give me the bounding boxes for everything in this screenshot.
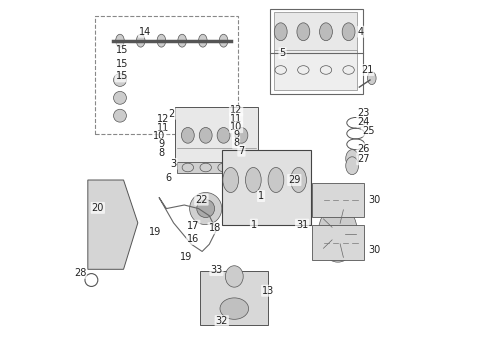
Text: 15: 15 bbox=[116, 59, 128, 69]
FancyBboxPatch shape bbox=[312, 225, 364, 260]
Text: 3: 3 bbox=[171, 159, 176, 169]
Text: 19: 19 bbox=[149, 227, 161, 237]
Ellipse shape bbox=[297, 23, 310, 41]
Text: 25: 25 bbox=[362, 126, 374, 136]
Text: 30: 30 bbox=[368, 245, 380, 255]
Text: 29: 29 bbox=[288, 175, 300, 185]
FancyBboxPatch shape bbox=[312, 183, 364, 217]
Ellipse shape bbox=[116, 34, 124, 47]
Text: 30: 30 bbox=[368, 195, 380, 204]
Text: 32: 32 bbox=[216, 316, 228, 326]
Text: 26: 26 bbox=[357, 144, 370, 154]
Text: 33: 33 bbox=[210, 265, 222, 275]
Text: 12: 12 bbox=[157, 114, 169, 124]
Ellipse shape bbox=[197, 200, 215, 217]
Ellipse shape bbox=[268, 167, 284, 193]
Text: 10: 10 bbox=[230, 122, 242, 132]
Ellipse shape bbox=[291, 167, 306, 193]
Text: 20: 20 bbox=[92, 203, 104, 213]
Text: 17: 17 bbox=[187, 221, 199, 231]
Ellipse shape bbox=[318, 205, 358, 262]
Text: 18: 18 bbox=[209, 223, 221, 233]
Text: 9: 9 bbox=[233, 130, 239, 140]
Text: 24: 24 bbox=[357, 117, 370, 127]
Ellipse shape bbox=[346, 157, 359, 175]
Text: 13: 13 bbox=[262, 286, 274, 296]
Text: 10: 10 bbox=[153, 131, 166, 141]
Text: 27: 27 bbox=[357, 154, 370, 164]
Text: 1: 1 bbox=[258, 191, 264, 201]
Text: 31: 31 bbox=[296, 220, 308, 230]
Text: 4: 4 bbox=[358, 27, 364, 37]
Ellipse shape bbox=[157, 34, 166, 47]
Text: 23: 23 bbox=[357, 108, 370, 118]
FancyBboxPatch shape bbox=[200, 271, 268, 325]
Ellipse shape bbox=[136, 34, 145, 47]
Text: 15: 15 bbox=[116, 71, 128, 81]
Ellipse shape bbox=[346, 150, 359, 167]
Ellipse shape bbox=[114, 73, 126, 86]
Ellipse shape bbox=[220, 298, 248, 319]
Text: 16: 16 bbox=[187, 234, 199, 244]
Text: 19: 19 bbox=[180, 252, 192, 262]
Ellipse shape bbox=[198, 34, 207, 47]
Text: 7: 7 bbox=[238, 146, 245, 156]
Ellipse shape bbox=[181, 127, 194, 143]
Ellipse shape bbox=[114, 109, 126, 122]
Text: 28: 28 bbox=[74, 268, 86, 278]
Text: 1: 1 bbox=[251, 220, 257, 230]
Text: 11: 11 bbox=[230, 113, 242, 123]
Ellipse shape bbox=[235, 127, 248, 143]
Ellipse shape bbox=[199, 127, 212, 143]
FancyBboxPatch shape bbox=[274, 12, 357, 52]
Ellipse shape bbox=[220, 34, 228, 47]
Text: 22: 22 bbox=[195, 195, 208, 204]
Ellipse shape bbox=[114, 91, 126, 104]
Ellipse shape bbox=[223, 167, 239, 193]
FancyBboxPatch shape bbox=[175, 107, 258, 164]
FancyBboxPatch shape bbox=[222, 150, 311, 225]
Ellipse shape bbox=[217, 127, 230, 143]
Ellipse shape bbox=[342, 23, 355, 41]
Text: 15: 15 bbox=[116, 45, 128, 55]
Text: 8: 8 bbox=[233, 138, 239, 148]
Text: 11: 11 bbox=[157, 123, 169, 133]
Polygon shape bbox=[88, 180, 138, 269]
Ellipse shape bbox=[274, 23, 287, 41]
Ellipse shape bbox=[245, 167, 261, 193]
Ellipse shape bbox=[319, 23, 332, 41]
Text: 9: 9 bbox=[158, 139, 164, 149]
Text: 2: 2 bbox=[169, 109, 175, 119]
Ellipse shape bbox=[225, 266, 243, 287]
Ellipse shape bbox=[178, 34, 186, 47]
Ellipse shape bbox=[368, 72, 376, 85]
Text: 8: 8 bbox=[158, 148, 164, 158]
Text: 21: 21 bbox=[361, 65, 373, 75]
FancyBboxPatch shape bbox=[274, 50, 357, 90]
FancyBboxPatch shape bbox=[177, 162, 256, 173]
Text: 14: 14 bbox=[139, 27, 151, 37]
Ellipse shape bbox=[190, 193, 222, 225]
Text: 12: 12 bbox=[230, 105, 242, 115]
Text: 6: 6 bbox=[165, 173, 172, 183]
Text: 5: 5 bbox=[279, 48, 286, 58]
